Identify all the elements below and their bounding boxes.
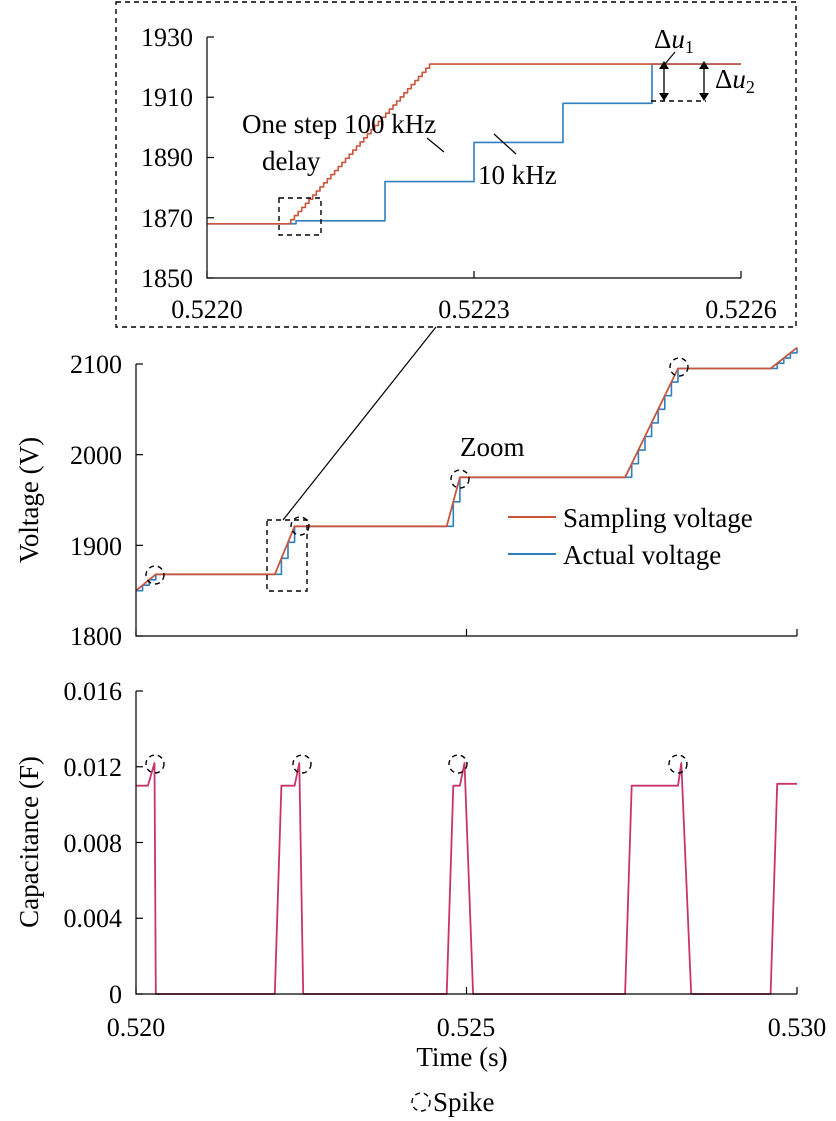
capacitance-xtick-label: 0.520: [107, 1013, 166, 1042]
voltage-ytick-label: 2100: [70, 350, 122, 379]
voltage-axes: [135, 364, 797, 637]
delta-u1-pointer: [664, 51, 676, 65]
zoom-connector-line: [282, 326, 437, 521]
spike-legend-icon: [411, 1092, 431, 1112]
voltage-ytick-label: 2000: [70, 441, 122, 470]
voltage-ticks: [135, 363, 798, 637]
voltage-plot-area: [135, 346, 798, 592]
inset-ticks: [206, 36, 742, 279]
capacitance-xtick-label: 0.530: [768, 1013, 827, 1042]
spike-marker: [292, 754, 312, 774]
inset-ytick-label: 1910: [141, 83, 193, 112]
one-step-annotation: One step 100 kHz: [242, 109, 436, 139]
spike-marker: [669, 357, 689, 377]
capacitance-ytick-label: 0.004: [64, 904, 123, 933]
inset-xtick-label: 0.5223: [438, 295, 510, 324]
inset-ytick-label: 1930: [141, 23, 193, 52]
voltage-ytick-label: 1900: [70, 532, 122, 561]
delay-box: [278, 197, 322, 236]
delta-u1-arrowheads: [659, 61, 669, 101]
legend-label-sampling: Sampling voltage: [563, 503, 753, 533]
x-axis-label: Time (s): [416, 1042, 507, 1072]
sampling-voltage-line: [135, 346, 798, 592]
capacitance-ytick-label: 0.012: [64, 753, 123, 782]
capacitance-xtick-label: 0.525: [437, 1013, 496, 1042]
inset-plot-area: [207, 63, 741, 225]
inset-xtick-label: 0.5220: [171, 295, 243, 324]
spike-marker: [668, 754, 688, 774]
capacitance-axes: [135, 691, 797, 995]
inset-sampling-voltage-line: [207, 63, 741, 225]
10khz-annotation: 10 kHz: [478, 160, 557, 190]
delta-u2-annotation: Δu2: [715, 64, 755, 97]
capacitance-ytick-label: 0.016: [64, 677, 123, 706]
inset-ytick-label: 1890: [141, 143, 193, 172]
zoom-annotation: Zoom: [460, 432, 525, 462]
capacitance-y-axis-label: Capacitance (F): [14, 756, 44, 928]
voltage-y-axis-label: Voltage (V): [14, 437, 44, 563]
capacitance-line: [136, 762, 797, 995]
delta-u1-annotation: Δu1: [654, 24, 694, 57]
spike-marker: [145, 754, 165, 774]
capacitance-ticks: [135, 690, 798, 995]
capacitance-plot-area: [136, 762, 797, 995]
spike-marker: [290, 516, 310, 536]
inset-actual-voltage-line: [207, 63, 741, 225]
actual-voltage-line: [136, 347, 798, 592]
spike-marker: [448, 754, 468, 774]
zoom-box: [266, 519, 308, 592]
voltage-panel: 2100 2000 1900 1800 Voltage (V) Zoom Sam…: [14, 346, 798, 651]
inset-ytick-label: 1850: [141, 264, 193, 293]
inset-xtick-label: 0.5226: [705, 295, 777, 324]
legend-label-actual: Actual voltage: [563, 540, 721, 570]
voltage-ytick-label: 1800: [70, 622, 122, 651]
inset-ytick-label: 1870: [141, 204, 193, 233]
capacitance-ytick-label: 0: [109, 980, 122, 1009]
inset-frame: [115, 1, 797, 328]
spike-marker: [450, 469, 470, 489]
delay-annotation: delay: [262, 146, 321, 176]
inset-panel: 1930 1910 1890 1870 1850 0.5220 0.5223 0…: [115, 1, 797, 328]
delta-u2-arrowheads: [699, 61, 709, 101]
legend: Sampling voltage Actual voltage: [508, 503, 753, 570]
spike-marker: [145, 565, 165, 585]
step-pointer-line: [426, 137, 445, 153]
spike-legend-label: Spike: [433, 1087, 495, 1117]
capacitance-panel: 0.016 0.012 0.008 0.004 0 0.520 0.525 0.…: [14, 677, 826, 1072]
capacitance-ytick-label: 0.008: [64, 829, 123, 858]
10khz-pointer-line: [493, 133, 517, 155]
